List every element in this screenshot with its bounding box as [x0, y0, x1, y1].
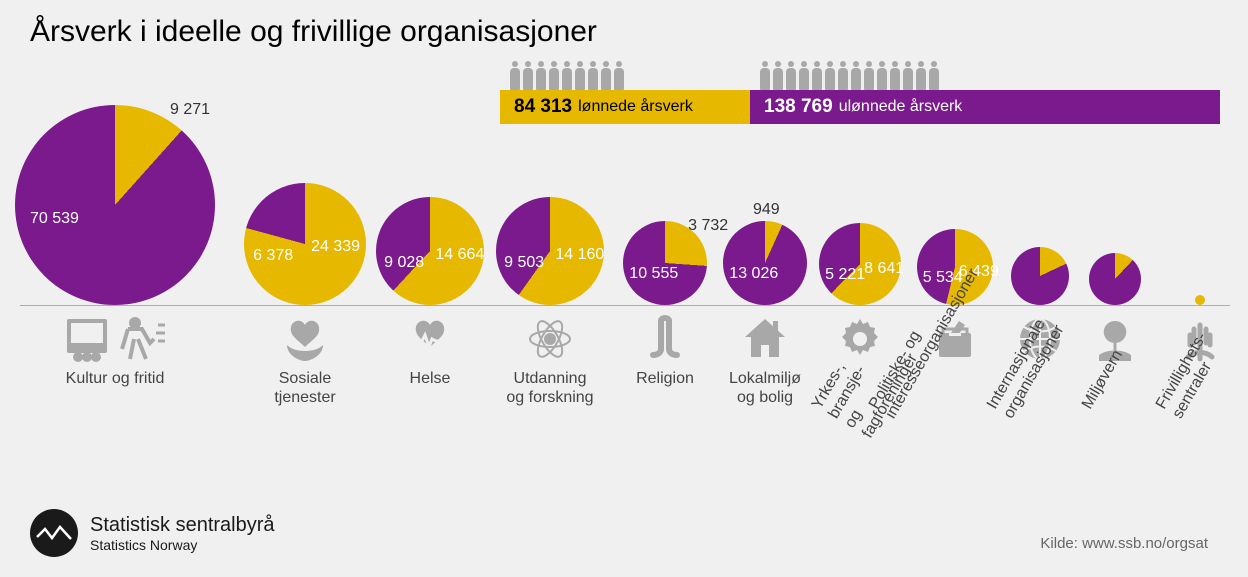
pie-lokal [723, 221, 807, 305]
pie-kultur-paid-value: 9 271 [170, 101, 210, 119]
pie-kultur [15, 105, 215, 305]
category-sosiale-label: Sosiale tjenester [274, 369, 335, 407]
pie-intl [1011, 247, 1069, 305]
category-sosiale: Sosiale tjenester [250, 315, 360, 407]
category-helse-label: Helse [410, 369, 451, 388]
utdanning-icon [526, 315, 574, 363]
pie-utdanning-unpaid-value: 9 503 [504, 254, 544, 272]
category-frivillig-label: Frivillighets- sentraler [1152, 329, 1228, 422]
pie-yrkes-paid-value: 8 641 [864, 260, 904, 278]
footer-org-en: Statistics Norway [90, 537, 275, 553]
category-religion: Religion [610, 315, 720, 388]
pie-yrkes-unpaid-value: 5 221 [825, 266, 865, 284]
category-frivillig: Frivillighets- sentraler [1180, 315, 1220, 441]
pie-religion-paid-value: 3 732 [688, 217, 728, 235]
pie-helse-unpaid-value: 9 028 [384, 254, 424, 272]
category-kultur: Kultur og fritid [60, 315, 170, 388]
category-lokal-label: Lokalmiljø og bolig [729, 369, 801, 407]
main-title: Årsverk i ideelle og frivillige organisa… [30, 15, 597, 49]
religion-icon [641, 315, 689, 363]
lokal-icon [741, 315, 789, 363]
pie-frivillig [1195, 295, 1205, 305]
category-helse: Helse [375, 315, 485, 388]
pie-lokal-paid-value: 949 [753, 201, 780, 219]
footer-org-no: Statistisk sentralbyrå [90, 514, 275, 537]
pie-religion-unpaid-value: 10 555 [629, 265, 678, 283]
category-miljo: Miljøvern [1095, 315, 1135, 422]
pie-utdanning-paid-value: 14 160 [555, 246, 604, 264]
category-intl: Internasjonale organisasjoner [1020, 315, 1060, 441]
category-intl-label: Internasjonale organisasjoner [983, 312, 1069, 422]
category-politiske: Politiske- og interesseorganisasjoner [935, 315, 975, 441]
pie-kultur-unpaid-value: 70 539 [30, 210, 79, 228]
category-row: Kultur og fritid Sosiale tjenester Helse Ut… [20, 315, 1230, 535]
category-lokal: Lokalmiljø og bolig [710, 315, 820, 407]
pie-helse-paid-value: 14 664 [435, 246, 484, 264]
pie-row: 70 539 9 271 6 378 24 339 9 028 14 664 9 503 14… [20, 60, 1230, 305]
category-religion-label: Religion [636, 369, 694, 388]
pie-lokal-unpaid-value: 13 026 [729, 265, 778, 283]
category-utdanning: Utdanning og forskning [495, 315, 605, 407]
baseline [20, 305, 1230, 306]
pie-miljo [1089, 253, 1141, 305]
category-utdanning-label: Utdanning og forskning [506, 369, 593, 407]
pie-sosiale-unpaid-value: 6 378 [253, 247, 293, 265]
pie-sosiale-paid-value: 24 339 [311, 238, 360, 256]
helse-icon [406, 315, 454, 363]
category-kultur-label: Kultur og fritid [66, 369, 165, 388]
sosiale-icon [281, 315, 329, 363]
ssb-logo-icon [30, 509, 78, 557]
kultur-icon [65, 315, 165, 363]
source-text: Kilde: www.ssb.no/orgsat [1040, 535, 1208, 552]
footer-logo: Statistisk sentralbyrå Statistics Norway [30, 509, 275, 557]
